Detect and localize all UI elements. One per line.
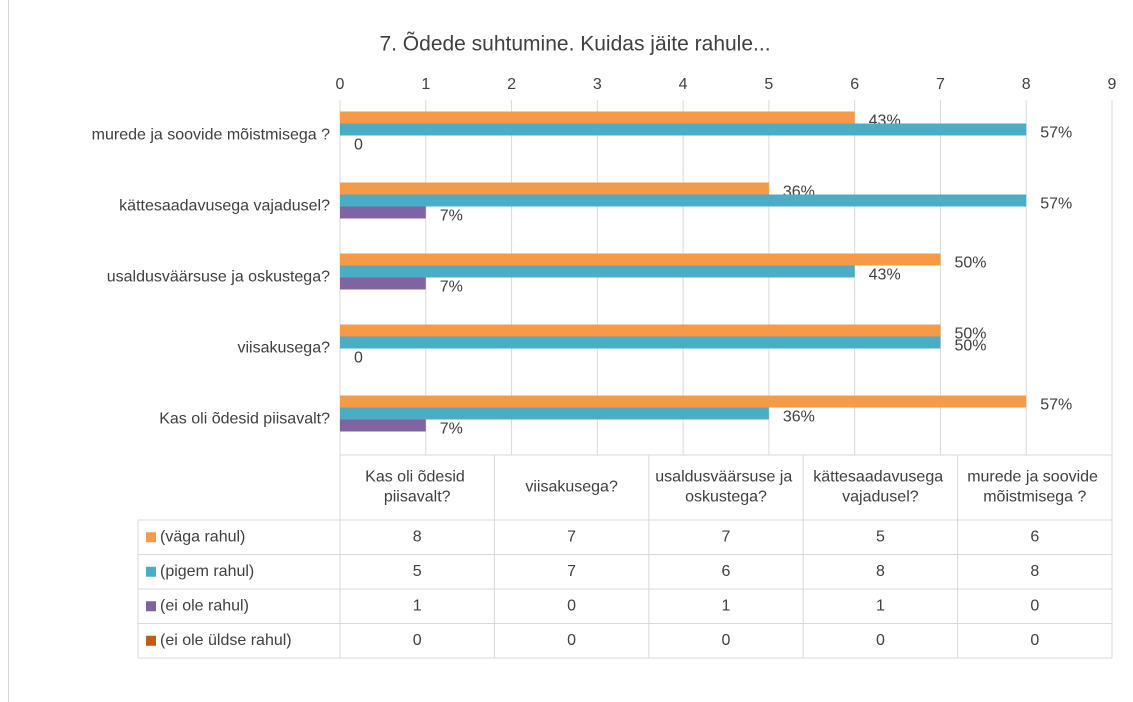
bar bbox=[340, 324, 941, 337]
legend-label: (ei ole rahul) bbox=[160, 597, 249, 614]
bar bbox=[340, 336, 941, 349]
x-tick-label: 4 bbox=[679, 76, 688, 93]
table-cell: 6 bbox=[722, 563, 731, 580]
data-label: 7% bbox=[440, 208, 463, 225]
data-label: 50% bbox=[954, 338, 986, 355]
category-label: usaldusväärsuse ja oskustega? bbox=[107, 269, 330, 286]
x-tick-label: 3 bbox=[593, 76, 602, 93]
x-tick-label: 1 bbox=[421, 76, 430, 93]
table-cell: 0 bbox=[1030, 597, 1039, 614]
table-cell: 5 bbox=[413, 563, 422, 580]
category-label: viisakusega? bbox=[238, 340, 331, 357]
table-cell: 8 bbox=[876, 563, 885, 580]
table-header: murede ja soovide mõistmisega ? bbox=[967, 469, 1102, 506]
table-header: Kas oli õdesid piisavalt? bbox=[365, 469, 469, 506]
x-tick-label: 5 bbox=[764, 76, 773, 93]
bar bbox=[340, 419, 426, 432]
table-cell: 0 bbox=[1030, 632, 1039, 649]
table-cell: 0 bbox=[722, 632, 731, 649]
bar bbox=[340, 111, 855, 124]
legend-swatch bbox=[146, 566, 156, 577]
bar bbox=[340, 253, 941, 266]
legend-swatch bbox=[146, 635, 156, 646]
data-label: 36% bbox=[783, 409, 815, 426]
table-cell: 7 bbox=[722, 528, 731, 545]
table-cell: 5 bbox=[876, 528, 885, 545]
table-cell: 7 bbox=[567, 563, 576, 580]
bar bbox=[340, 265, 855, 278]
x-tick-label: 0 bbox=[336, 76, 345, 93]
data-label: 50% bbox=[954, 255, 986, 272]
category-label: murede ja soovide mõistmisega ? bbox=[92, 127, 330, 144]
legend-swatch bbox=[146, 601, 156, 612]
category-label: Kas oli õdesid piisavalt? bbox=[159, 411, 330, 428]
table-cell: 1 bbox=[413, 597, 422, 614]
data-label: 57% bbox=[1040, 397, 1072, 414]
data-label: 0 bbox=[354, 350, 363, 367]
table-cell: 1 bbox=[876, 597, 885, 614]
table-cell: 0 bbox=[567, 632, 576, 649]
category-label: kättesaadavusega vajadusel? bbox=[119, 198, 330, 215]
x-tick-label: 2 bbox=[507, 76, 516, 93]
table-header: usaldusväärsuse ja oskustega? bbox=[655, 469, 796, 506]
table-cell: 1 bbox=[722, 597, 731, 614]
bar bbox=[340, 182, 769, 195]
data-label: 57% bbox=[1040, 125, 1072, 142]
data-label: 43% bbox=[869, 267, 901, 284]
chart-title: 7. Õdede suhtumine. Kuidas jäite rahule.… bbox=[379, 32, 770, 56]
table-header: kättesaadavusega vajadusel? bbox=[813, 469, 947, 506]
legend-label: (pigem rahul) bbox=[160, 563, 254, 580]
table-cell: 8 bbox=[1030, 563, 1039, 580]
legend-label: (väga rahul) bbox=[160, 528, 245, 545]
table-cell: 0 bbox=[413, 632, 422, 649]
legend-swatch bbox=[146, 532, 156, 543]
table-cell: 0 bbox=[567, 597, 576, 614]
table-cell: 8 bbox=[413, 528, 422, 545]
data-label: 50% bbox=[954, 326, 986, 343]
x-tick-label: 8 bbox=[1022, 76, 1031, 93]
bar bbox=[340, 277, 426, 290]
bar bbox=[340, 194, 1027, 207]
table-cell: 7 bbox=[567, 528, 576, 545]
legend-label: (ei ole üldse rahul) bbox=[160, 632, 292, 649]
bar bbox=[340, 407, 769, 420]
bar bbox=[340, 395, 1027, 408]
x-tick-label: 7 bbox=[936, 76, 945, 93]
bar bbox=[340, 123, 1027, 136]
table-header: viisakusega? bbox=[525, 479, 618, 496]
bar bbox=[340, 206, 426, 219]
x-tick-label: 6 bbox=[850, 76, 859, 93]
data-label: 57% bbox=[1040, 196, 1072, 213]
data-label: 7% bbox=[440, 421, 463, 438]
table-cell: 0 bbox=[876, 632, 885, 649]
x-tick-label: 9 bbox=[1108, 76, 1117, 93]
data-label: 0 bbox=[354, 137, 363, 154]
table-cell: 6 bbox=[1030, 528, 1039, 545]
data-label: 7% bbox=[440, 279, 463, 296]
